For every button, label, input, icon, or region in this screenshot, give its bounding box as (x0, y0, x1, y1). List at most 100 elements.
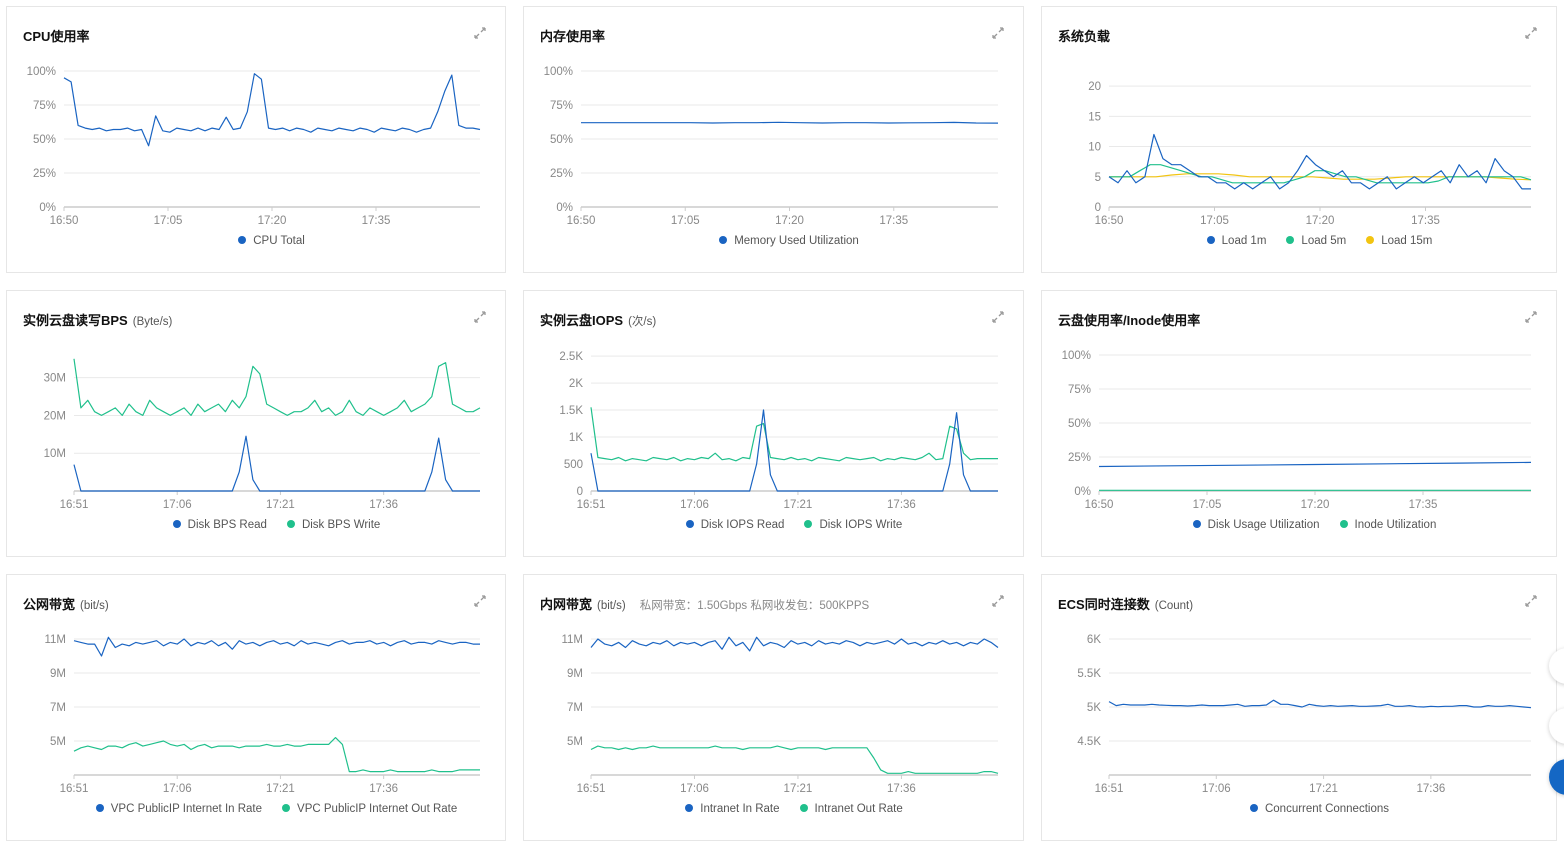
legend-item[interactable]: Intranet In Rate (685, 803, 780, 815)
series-line-disk-usage-utilization[interactable] (1098, 461, 1532, 468)
floating-help-button[interactable] (1549, 759, 1564, 795)
expand-arrows-icon[interactable] (473, 26, 487, 40)
chart-unit: (bit/s) (597, 600, 626, 612)
series-line-disk-iops-read[interactable] (590, 409, 998, 492)
chart-title-text: ECS同时连接数 (1058, 597, 1150, 612)
legend-item[interactable]: VPC PublicIP Internet In Rate (95, 803, 263, 815)
series-line-concurrent-connections[interactable] (1108, 699, 1532, 709)
chart-title-text: CPU使用率 (23, 29, 90, 44)
chart-panel-cpu-usage: CPU使用率 0% 25% 50% 75% 100% 16:50 17:05 17:20 17:3… (6, 6, 506, 273)
y-tick-label: 25% (1068, 452, 1091, 464)
series-line-load-1m[interactable] (1108, 133, 1531, 190)
y-tick-label: 2.5K (559, 351, 583, 363)
series-line-cpu-total[interactable] (63, 73, 481, 147)
chart-panel-disk-inode-usage: 云盘使用率/Inode使用率 0% 25% 50% 75% 100% 16:50 17:05 1… (1041, 290, 1557, 557)
expand-arrows-icon[interactable] (473, 594, 487, 608)
series-line-vpc-publicip-internet-out-rate[interactable] (73, 737, 480, 773)
chart-legend: Load 1m Load 5m Load 15m (1042, 235, 1556, 247)
series-line-disk-iops-write[interactable] (590, 407, 998, 462)
chart-title: ECS同时连接数 (Count) (1058, 594, 1193, 613)
chart-title-text: 实例云盘读写BPS (23, 313, 128, 328)
x-tick-label: 17:05 (671, 215, 700, 227)
legend-dot-icon (1286, 236, 1295, 244)
x-tick-label: 17:06 (1202, 783, 1231, 795)
legend-label: Disk BPS Read (187, 519, 267, 531)
series-line-load-5m[interactable] (1109, 164, 1532, 184)
chart-title: CPU使用率 (23, 26, 89, 45)
chart-legend: Memory Used Utilization (524, 235, 1023, 247)
y-tick-label: 9M (567, 668, 583, 680)
legend-dot-icon (1366, 236, 1375, 244)
legend-item[interactable]: Load 5m (1286, 235, 1346, 247)
legend-label: Load 5m (1301, 235, 1347, 247)
y-tick-label: 10M (44, 448, 66, 460)
legend-item[interactable]: Load 15m (1366, 235, 1432, 247)
x-tick-label: 17:06 (163, 783, 192, 795)
legend-item[interactable]: CPU Total (238, 235, 305, 247)
x-tick-label: 16:51 (60, 783, 89, 795)
line-chart: 0 500 1K 1.5K 2K 2.5K 16:51 17:06 17:21 17:36 (559, 351, 998, 511)
y-tick-label: 5K (1087, 702, 1101, 714)
legend-item[interactable]: Intranet Out Rate (799, 803, 903, 815)
x-tick-label: 16:50 (50, 215, 79, 227)
line-chart: 10M 20M 30M 16:51 17:06 17:21 17:36 (44, 358, 481, 511)
series-line-vpc-publicip-internet-in-rate[interactable] (73, 636, 480, 657)
series-line-disk-bps-read[interactable] (73, 435, 480, 492)
series-line-memory-used-utilization[interactable] (581, 121, 999, 124)
y-tick-label: 25% (550, 168, 573, 180)
expand-arrows-icon[interactable] (991, 594, 1005, 608)
chart-legend: Disk Usage Utilization Inode Utilization (1042, 519, 1556, 531)
series-line-disk-bps-write[interactable] (73, 358, 481, 417)
y-tick-label: 20 (1088, 81, 1101, 93)
x-tick-label: 17:21 (784, 783, 813, 795)
chart-title: 公网带宽 (bit/s) (23, 594, 109, 613)
legend-dot-icon (238, 236, 247, 244)
legend-item[interactable]: Inode Utilization (1339, 519, 1436, 531)
x-tick-label: 17:06 (163, 499, 192, 511)
x-tick-label: 17:05 (154, 215, 183, 227)
legend-dot-icon (1206, 236, 1215, 244)
legend-dot-icon (1192, 520, 1201, 528)
expand-arrows-icon[interactable] (991, 26, 1005, 40)
x-tick-label: 17:35 (879, 215, 908, 227)
legend-item[interactable]: Load 1m (1206, 235, 1267, 247)
series-line-intranet-in-rate[interactable] (590, 636, 999, 652)
x-tick-label: 17:05 (1193, 499, 1222, 511)
y-tick-label: 50% (550, 134, 573, 146)
legend-item[interactable]: Disk BPS Write (286, 519, 380, 531)
legend-item[interactable]: Disk BPS Read (172, 519, 267, 531)
x-tick-label: 16:50 (1095, 215, 1124, 227)
legend-dot-icon (286, 520, 295, 528)
floating-tool-button[interactable] (1549, 648, 1564, 684)
expand-arrows-icon[interactable] (473, 310, 487, 324)
expand-arrows-icon[interactable] (1524, 26, 1538, 40)
legend-label: Load 15m (1381, 235, 1433, 247)
y-tick-label: 10 (1088, 142, 1101, 154)
y-tick-label: 20M (44, 410, 66, 422)
legend-label: Load 1m (1221, 235, 1267, 247)
expand-arrows-icon[interactable] (991, 310, 1005, 324)
legend-label: VPC PublicIP Internet In Rate (110, 803, 263, 815)
chart-title-text: 公网带宽 (23, 597, 76, 612)
legend-dot-icon (799, 804, 808, 812)
y-tick-label: 100% (544, 66, 573, 78)
legend-item[interactable]: VPC PublicIP Internet Out Rate (282, 803, 457, 815)
legend-dot-icon (685, 804, 694, 812)
legend-item[interactable]: Memory Used Utilization (719, 235, 859, 247)
legend-dot-icon (804, 520, 813, 528)
legend-item[interactable]: Disk Usage Utilization (1192, 519, 1320, 531)
chart-title-text: 云盘使用率/Inode使用率 (1058, 313, 1201, 328)
y-tick-label: 25% (33, 168, 56, 180)
expand-arrows-icon[interactable] (1524, 310, 1538, 324)
chart-unit: (bit/s) (80, 600, 109, 612)
y-tick-label: 0 (577, 486, 583, 498)
legend-item[interactable]: Concurrent Connections (1249, 803, 1389, 815)
expand-arrows-icon[interactable] (1524, 594, 1538, 608)
y-tick-label: 5M (50, 736, 66, 748)
legend-item[interactable]: Disk IOPS Read (685, 519, 784, 531)
legend-item[interactable]: Disk IOPS Write (804, 519, 902, 531)
series-line-intranet-out-rate[interactable] (590, 745, 999, 774)
chart-legend: Disk IOPS Read Disk IOPS Write (524, 519, 1023, 531)
x-tick-label: 17:21 (1309, 783, 1338, 795)
floating-doc-button[interactable] (1549, 708, 1564, 744)
